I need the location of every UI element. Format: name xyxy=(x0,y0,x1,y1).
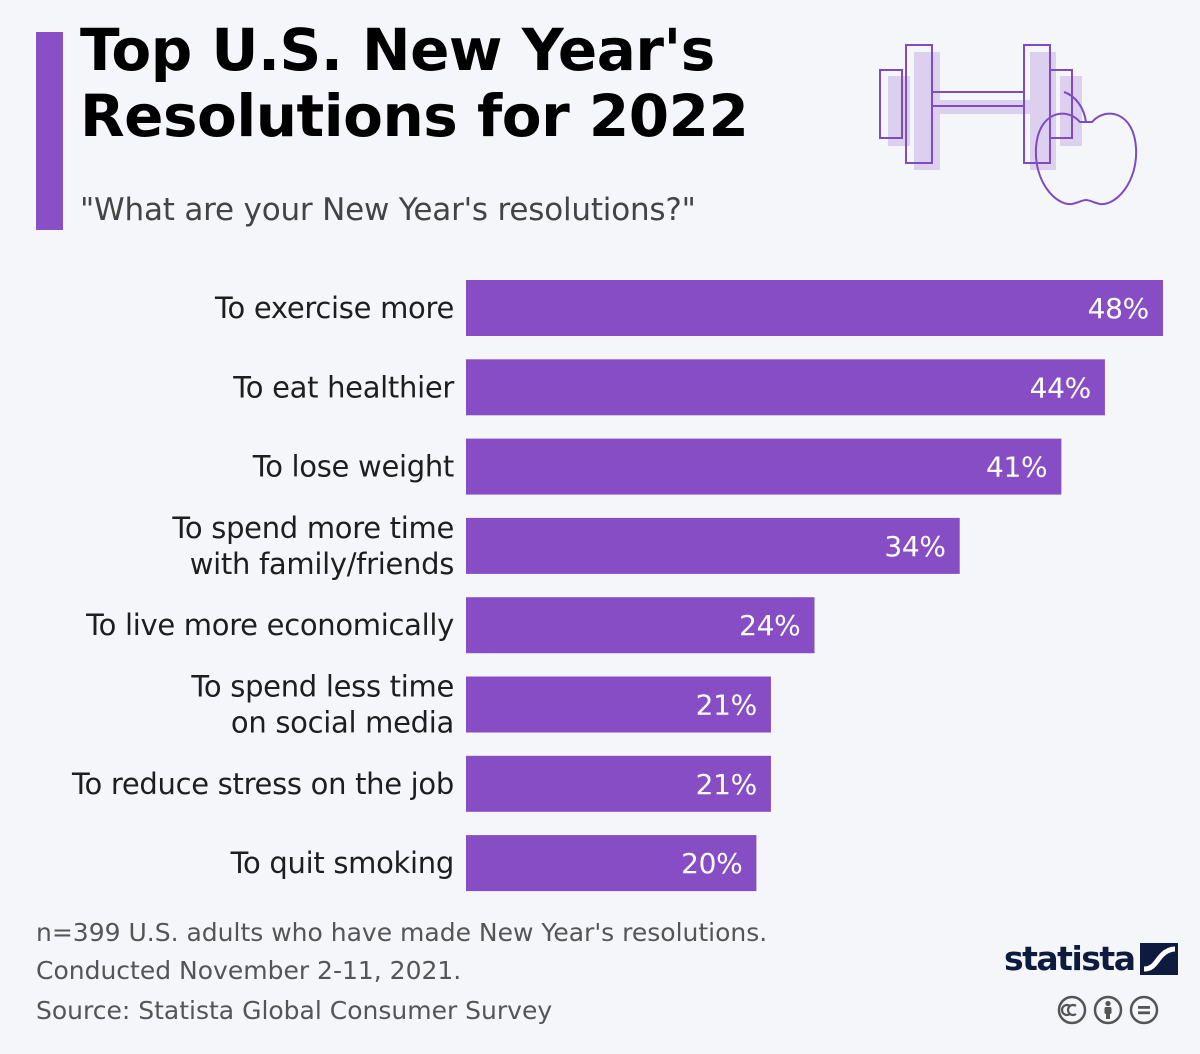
license-icons xyxy=(1057,995,1159,1025)
value-label-3: 41% xyxy=(986,451,1047,484)
bar-3 xyxy=(466,438,1062,495)
attribution-icon xyxy=(1093,995,1123,1025)
no-derivatives-icon xyxy=(1129,995,1159,1025)
bar-7 xyxy=(466,755,771,812)
category-label-4-line-2: with family/friends xyxy=(190,547,454,581)
value-label-4: 34% xyxy=(884,530,945,563)
source-note: Source: Statista Global Consumer Survey xyxy=(36,996,553,1025)
category-label-3: To lose weight xyxy=(252,450,454,484)
value-label-7: 21% xyxy=(696,768,757,801)
category-label-6-line-2: on social media xyxy=(231,706,454,740)
category-label-1: To exercise more xyxy=(214,291,454,325)
value-label-2: 44% xyxy=(1030,371,1091,404)
brand-name: statista xyxy=(1004,939,1136,978)
bar-chart: 48% To exercise more 44% To eat healthier 41… xyxy=(71,280,1163,892)
statista-logo[interactable]: statista xyxy=(1004,939,1179,978)
subtitle: "What are your New Year's resolutions?" xyxy=(80,192,696,228)
title-line-1: Top U.S. New Year's xyxy=(80,16,715,84)
value-label-6: 21% xyxy=(696,689,757,722)
category-label-8: To quit smoking xyxy=(230,846,454,880)
dumbbell-apple-icon xyxy=(879,44,1138,206)
bar-4 xyxy=(466,517,960,574)
page-title: Top U.S. New Year's Resolutions for 2022 xyxy=(80,16,749,150)
survey-date-note: Conducted November 2-11, 2021. xyxy=(36,956,462,985)
category-label-2: To eat healthier xyxy=(232,370,454,404)
category-label-5: To live more economically xyxy=(85,608,454,642)
bar-5 xyxy=(466,597,815,654)
bar-6 xyxy=(466,676,771,733)
title-line-2: Resolutions for 2022 xyxy=(80,81,749,150)
statista-mark-icon xyxy=(1140,942,1179,975)
bar-2 xyxy=(466,359,1105,416)
category-label-6-line-1: To spend less time xyxy=(190,670,454,704)
bar-1 xyxy=(466,280,1163,336)
category-label-4-line-1: To spend more time xyxy=(171,511,454,545)
chart-footnote: n=399 U.S. adults who have made New Year… xyxy=(36,914,767,1030)
value-label-8: 20% xyxy=(681,847,742,880)
category-label-7: To reduce stress on the job xyxy=(71,767,454,801)
title-accent-bar xyxy=(36,32,63,230)
bar-8 xyxy=(466,835,757,892)
cc-icon xyxy=(1057,995,1087,1025)
value-label-1: 48% xyxy=(1088,292,1149,325)
value-label-5: 24% xyxy=(739,609,800,642)
sample-note: n=399 U.S. adults who have made New Year… xyxy=(36,918,768,947)
